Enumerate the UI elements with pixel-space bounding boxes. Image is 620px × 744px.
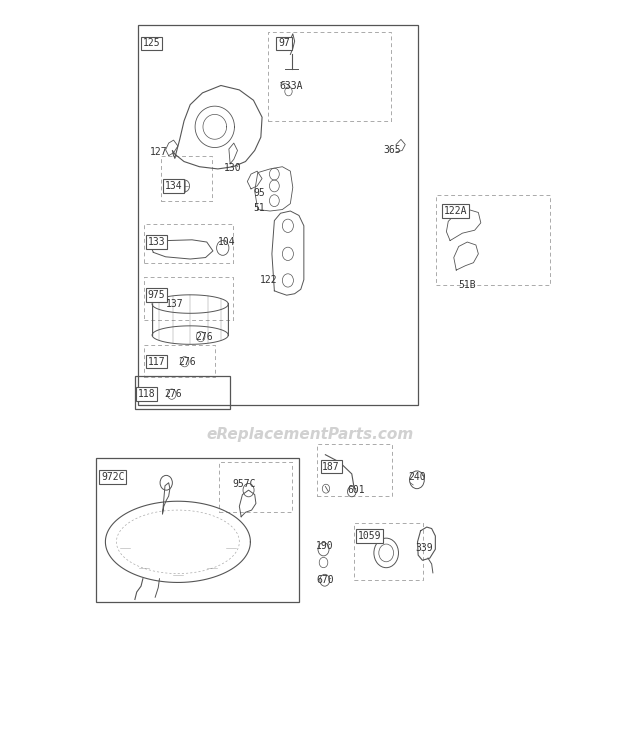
Bar: [135, 376, 230, 409]
Text: 51B: 51B: [459, 280, 476, 290]
Text: 137: 137: [166, 299, 184, 309]
Bar: [96, 458, 299, 603]
Text: 104: 104: [218, 237, 236, 247]
Text: 957C: 957C: [232, 479, 255, 490]
Text: 97: 97: [278, 39, 290, 48]
Text: 187: 187: [322, 461, 340, 472]
Text: 276: 276: [164, 389, 182, 399]
Text: eReplacementParts.com: eReplacementParts.com: [206, 427, 414, 442]
Text: 117: 117: [148, 356, 166, 367]
Text: 972C: 972C: [101, 472, 125, 482]
Text: 125: 125: [143, 39, 161, 48]
Text: 975: 975: [148, 290, 166, 300]
Text: 633A: 633A: [279, 81, 303, 92]
Text: 122: 122: [260, 275, 277, 285]
Text: 190: 190: [316, 542, 334, 551]
Text: 276: 276: [195, 332, 213, 341]
Text: 133: 133: [148, 237, 166, 247]
Text: 130: 130: [224, 163, 242, 173]
Text: 122A: 122A: [444, 206, 467, 216]
Text: 276: 276: [178, 356, 195, 367]
Text: 95: 95: [254, 188, 265, 199]
Text: 670: 670: [316, 575, 334, 586]
Text: 134: 134: [164, 181, 182, 191]
Text: 240: 240: [409, 472, 426, 482]
Text: 339: 339: [415, 543, 433, 553]
Text: 601: 601: [347, 485, 365, 496]
Text: 51: 51: [254, 203, 265, 213]
Bar: [138, 25, 417, 405]
Text: 118: 118: [138, 389, 156, 399]
Text: 365: 365: [384, 146, 401, 155]
Text: 1059: 1059: [358, 531, 381, 541]
Text: 127: 127: [150, 147, 168, 157]
